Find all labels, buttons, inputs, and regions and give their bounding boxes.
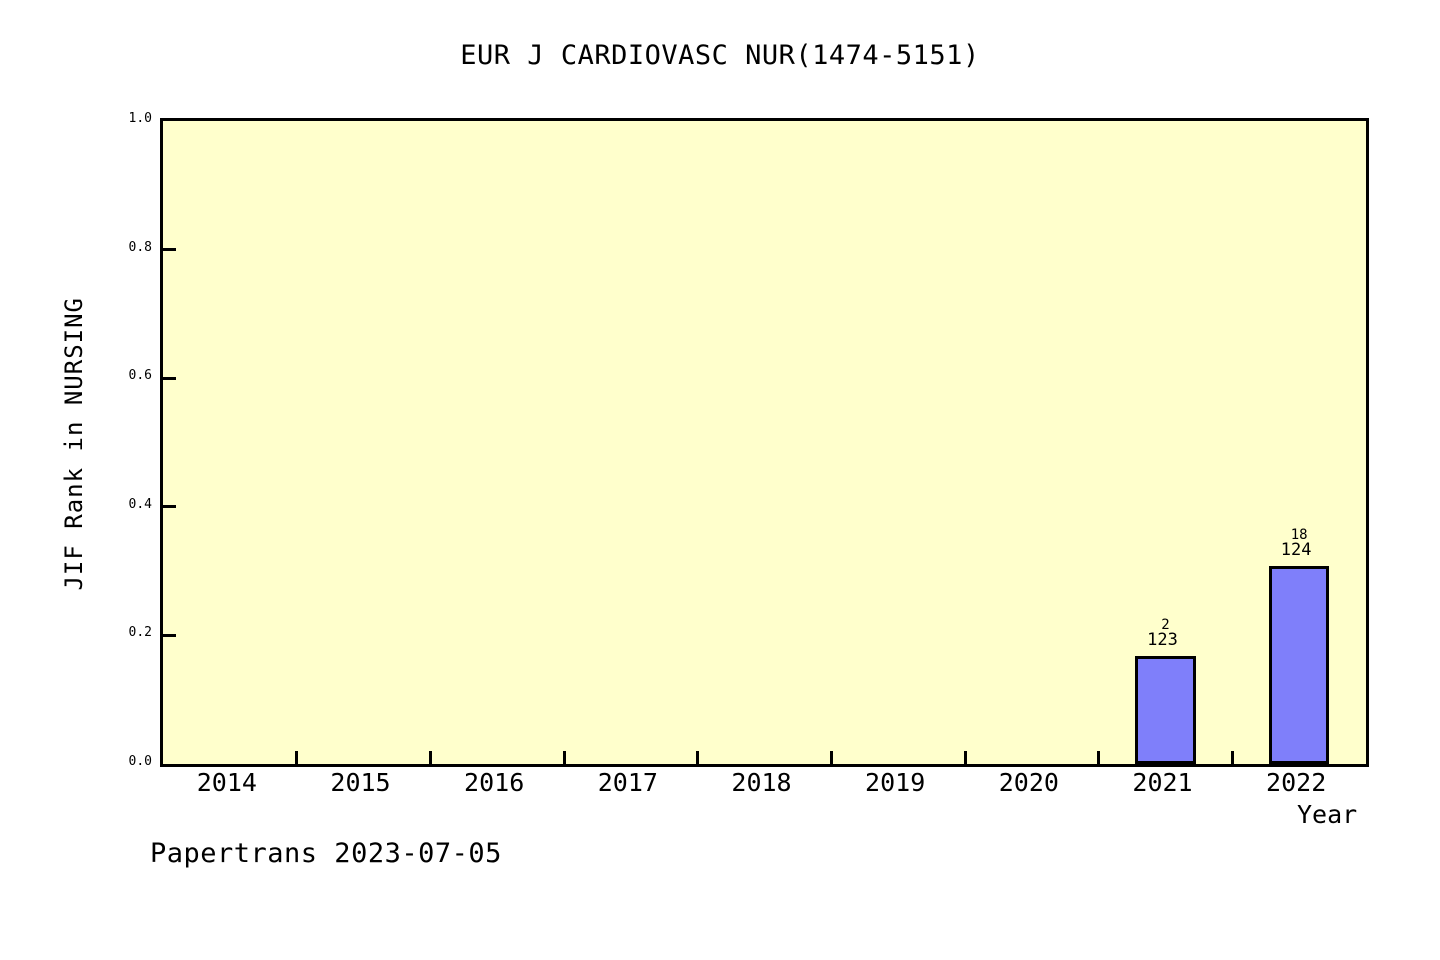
x-axis-tick <box>428 751 432 764</box>
x-axis-tick-label: 2014 <box>196 768 257 797</box>
bar-label-numerator: 2 <box>1161 616 1170 633</box>
y-axis-tick-label: 0.8 <box>128 239 152 255</box>
x-axis-tick-label: 2021 <box>1132 768 1193 797</box>
y-axis-tick-label: 1.0 <box>128 111 152 126</box>
y-axis-title: JIF Rank in NURSING <box>60 297 88 591</box>
x-axis-tick-label: 2022 <box>1266 768 1327 797</box>
y-axis-tick <box>163 248 176 252</box>
bar-value-label-2022: 18 124 <box>1236 528 1356 559</box>
plot-inner <box>163 121 1366 764</box>
x-axis-title: Year <box>1297 800 1358 829</box>
x-axis-tick <box>562 751 566 764</box>
x-axis-tick <box>829 751 833 764</box>
bar-value-label-2021: 2 123 <box>1103 618 1223 649</box>
y-axis-tick-label: 0.2 <box>128 625 152 641</box>
bar-2021 <box>1135 655 1196 764</box>
y-axis-tick-label: 0.6 <box>128 368 152 384</box>
x-axis-tick <box>1230 751 1234 764</box>
bar-label-denominator: 124 <box>1280 539 1312 560</box>
x-axis-tick <box>295 751 299 764</box>
bar-2022 <box>1269 565 1330 764</box>
y-axis-tick <box>163 633 176 637</box>
x-axis-tick-label: 2016 <box>464 768 525 797</box>
x-axis-tick-label: 2020 <box>998 768 1059 797</box>
x-axis-tick-label: 2017 <box>597 768 658 797</box>
x-axis-tick-label: 2018 <box>731 768 792 797</box>
y-axis-tick <box>163 376 176 380</box>
footer-note: Papertrans 2023-07-05 <box>150 838 502 869</box>
x-axis-tick-label: 2015 <box>330 768 391 797</box>
bar-label-denominator: 123 <box>1147 629 1178 650</box>
y-axis-tick-label: 0.0 <box>128 754 152 769</box>
chart-title: EUR J CARDIOVASC NUR(1474-5151) <box>460 40 980 71</box>
x-axis-tick <box>1097 751 1101 764</box>
plot-area <box>160 118 1369 767</box>
x-axis-tick <box>963 751 967 764</box>
bar-label-numerator: 18 <box>1290 526 1308 543</box>
x-axis-tick-label: 2019 <box>865 768 926 797</box>
y-axis-tick <box>163 505 176 509</box>
y-axis-tick-label: 0.4 <box>128 496 152 512</box>
x-axis-tick <box>696 751 700 764</box>
